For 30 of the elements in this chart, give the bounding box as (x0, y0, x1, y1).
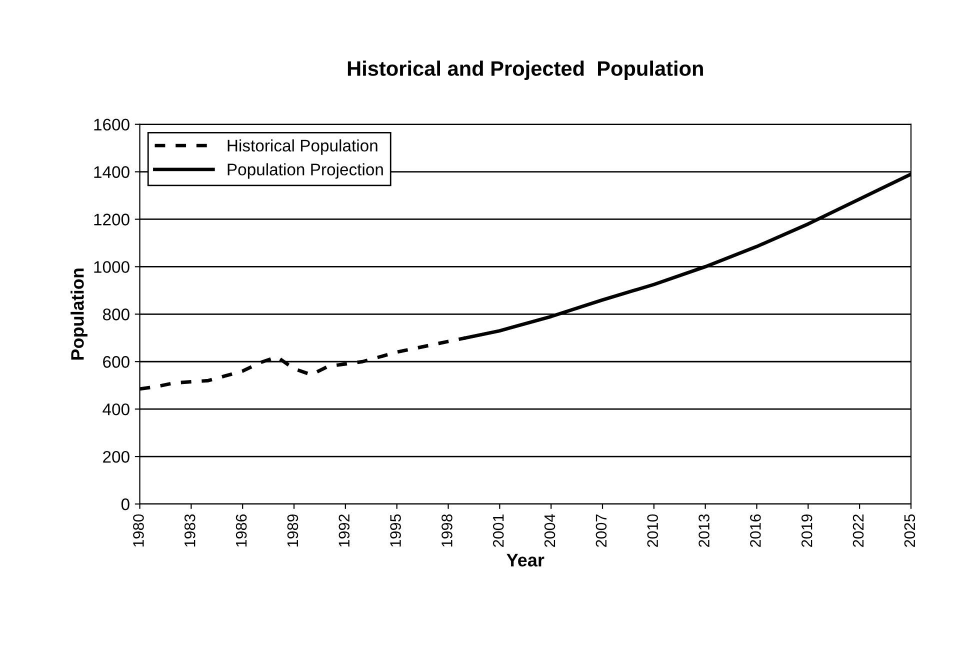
x-tick-label: 1998 (442, 514, 452, 547)
y-tick-label: 0 (121, 498, 130, 510)
x-tick-label: 2004 (544, 514, 556, 547)
x-tick-label: 2010 (647, 514, 658, 547)
x-tick-label: 2025 (904, 514, 916, 547)
legend-label: Population Projection (228, 163, 383, 179)
y-tick-label: 800 (102, 308, 130, 320)
x-tick-label: 1995 (390, 514, 401, 547)
x-tick-label: 2013 (698, 514, 710, 547)
y-tick-label: 200 (103, 450, 130, 463)
x-tick-label: 1983 (184, 514, 196, 547)
legend-label: Historical Population (228, 139, 378, 155)
y-tick-label: 1000 (94, 261, 130, 273)
x-tick-label: 2016 (750, 514, 761, 547)
x-tick-label: 2022 (852, 514, 864, 547)
y-tick-label: 1600 (94, 118, 130, 131)
x-tick-label: 1986 (236, 514, 247, 547)
y-tick-label: 1400 (94, 166, 130, 178)
x-tick-label: 2019 (801, 514, 812, 547)
y-tick-label: 400 (102, 403, 130, 416)
x-tick-label: 1980 (133, 514, 144, 547)
x-tick-label: 1989 (287, 514, 298, 547)
y-tick-label: 600 (103, 356, 130, 368)
x-axis-title: Year (506, 554, 544, 567)
x-tick-label: 1992 (338, 514, 350, 547)
y-tick-label: 1200 (94, 214, 130, 226)
x-tick-label: 2007 (596, 514, 607, 547)
y-axis-title: Population (70, 268, 88, 360)
chart-title: Historical and Projected Population (348, 60, 703, 80)
x-tick-label: 2001 (492, 514, 504, 547)
